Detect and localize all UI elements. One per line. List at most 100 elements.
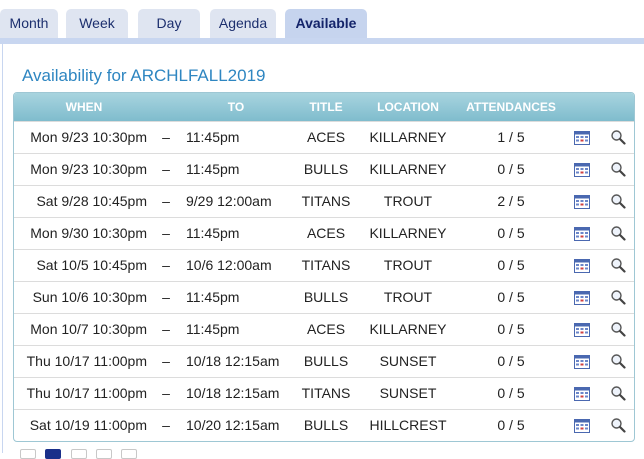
magnifier-icon[interactable]	[610, 289, 626, 305]
magnifier-icon[interactable]	[610, 417, 626, 433]
table-row[interactable]: Thu 10/17 11:00pm –10/18 12:15am TITANS SUN…	[14, 377, 634, 409]
title-cell: TITANS	[301, 257, 351, 273]
to-cell: 10/18 12:15am	[186, 385, 280, 401]
when-cell: Thu 10/17 11:00pm	[26, 353, 147, 369]
table-row[interactable]: Mon 9/23 10:30pm –11:45pm ACES KILLARNEY 1 /…	[14, 121, 634, 153]
dash-cell: –	[162, 353, 170, 369]
attendances-cell: 0 / 5	[497, 161, 525, 177]
when-cell: Sat 10/19 11:00pm	[29, 417, 147, 433]
dash-cell: –	[162, 161, 170, 177]
attendances-cell: 2 / 5	[497, 193, 525, 209]
location-cell: KILLARNEY	[369, 225, 447, 241]
page-next-button[interactable]	[121, 449, 137, 459]
attendances-cell: 0 / 5	[497, 321, 525, 337]
tab-day[interactable]: Day	[138, 9, 200, 39]
location-cell: SUNSET	[379, 353, 437, 369]
magnifier-icon[interactable]	[610, 257, 626, 273]
table-row[interactable]: Thu 10/17 11:00pm –10/18 12:15am BULLS SUNS…	[14, 345, 634, 377]
attendances-cell: 0 / 5	[497, 225, 525, 241]
table-row[interactable]: Sat 10/19 11:00pm –10/20 12:15am BULLS HILL…	[14, 409, 634, 441]
to-cell: 10/6 12:00am	[186, 257, 272, 273]
when-cell: Mon 9/23 10:30pm	[30, 161, 147, 177]
attendances-cell: 0 / 5	[497, 417, 525, 433]
table-row[interactable]: Mon 10/7 10:30pm –11:45pm ACES KILLARNEY 0 /…	[14, 313, 634, 345]
to-cell: 11:45pm	[186, 225, 240, 241]
when-cell: Sun 10/6 10:30pm	[32, 289, 147, 305]
when-cell: Thu 10/17 11:00pm	[26, 385, 147, 401]
page-2-button[interactable]	[71, 449, 87, 459]
availability-table: WHEN TO TITLE LOCATION ATTENDANCES Mon 9…	[13, 92, 635, 442]
table-row[interactable]: Mon 9/30 10:30pm –11:45pm ACES KILLARNEY 0 /…	[14, 217, 634, 249]
magnifier-icon[interactable]	[610, 193, 626, 209]
magnifier-icon[interactable]	[610, 129, 626, 145]
title-cell: ACES	[306, 129, 346, 145]
pagination	[0, 446, 644, 459]
attendances-cell: 0 / 5	[497, 257, 525, 273]
dash-cell: –	[162, 385, 170, 401]
when-cell: Sat 10/5 10:45pm	[36, 257, 147, 273]
column-when[interactable]: WHEN	[65, 100, 103, 114]
magnifier-icon[interactable]	[610, 321, 626, 337]
calendar-icon[interactable]	[574, 131, 590, 145]
when-cell: Mon 10/7 10:30pm	[30, 321, 147, 337]
attendances-cell: 0 / 5	[497, 353, 525, 369]
table-row[interactable]: Sun 10/6 10:30pm –11:45pm BULLS TROUT 0 / 5	[14, 281, 634, 313]
magnifier-icon[interactable]	[610, 353, 626, 369]
magnifier-icon[interactable]	[610, 161, 626, 177]
to-cell: 11:45pm	[186, 161, 240, 177]
tab-agenda[interactable]: Agenda	[210, 9, 276, 39]
table-row[interactable]: Sat 10/5 10:45pm –10/6 12:00am TITANS TROUT…	[14, 249, 634, 281]
location-cell: TROUT	[383, 289, 433, 305]
page-1-button[interactable]	[45, 449, 61, 459]
calendar-icon[interactable]	[574, 387, 590, 401]
calendar-icon[interactable]	[574, 355, 590, 369]
attendances-cell: 0 / 5	[497, 385, 525, 401]
to-cell: 11:45pm	[186, 289, 240, 305]
dash-cell: –	[162, 417, 170, 433]
title-cell: BULLS	[303, 353, 349, 369]
column-to[interactable]: TO	[227, 100, 245, 114]
column-attendances[interactable]: ATTENDANCES	[466, 100, 556, 114]
to-cell: 9/29 12:00am	[186, 193, 272, 209]
title-cell: BULLS	[303, 161, 349, 177]
to-cell: 11:45pm	[186, 321, 240, 337]
title-cell: TITANS	[301, 193, 351, 209]
column-location[interactable]: LOCATION	[377, 100, 439, 114]
attendances-cell: 0 / 5	[497, 289, 525, 305]
magnifier-icon[interactable]	[610, 385, 626, 401]
page-prev-button[interactable]	[20, 449, 36, 459]
calendar-icon[interactable]	[574, 163, 590, 177]
magnifier-icon[interactable]	[610, 225, 626, 241]
to-cell: 10/20 12:15am	[186, 417, 280, 433]
tab-bar: Month Week Day Agenda Available	[0, 0, 644, 44]
calendar-icon[interactable]	[574, 195, 590, 209]
calendar-icon[interactable]	[574, 259, 590, 273]
page-3-button[interactable]	[96, 449, 112, 459]
title-cell: ACES	[306, 225, 346, 241]
location-cell: KILLARNEY	[369, 161, 447, 177]
column-title[interactable]: TITLE	[309, 100, 343, 114]
calendar-icon[interactable]	[574, 227, 590, 241]
when-cell: Mon 9/30 10:30pm	[30, 225, 147, 241]
title-cell: BULLS	[303, 289, 349, 305]
title-cell: BULLS	[303, 417, 349, 433]
when-cell: Sat 9/28 10:45pm	[36, 193, 147, 209]
table-row[interactable]: Sat 9/28 10:45pm –9/29 12:00am TITANS TROUT…	[14, 185, 634, 217]
location-cell: SUNSET	[379, 385, 437, 401]
when-cell: Mon 9/23 10:30pm	[30, 129, 147, 145]
calendar-icon[interactable]	[574, 291, 590, 305]
page-title: Availability for ARCHLFALL2019	[22, 66, 266, 85]
calendar-icon[interactable]	[574, 419, 590, 433]
table-row[interactable]: Mon 9/23 10:30pm –11:45pm BULLS KILLARNEY 0 …	[14, 153, 634, 185]
tab-strip	[0, 38, 644, 44]
dash-cell: –	[162, 321, 170, 337]
dash-cell: –	[162, 289, 170, 305]
tab-available[interactable]: Available	[285, 9, 367, 39]
location-cell: HILLCREST	[369, 417, 447, 433]
location-cell: KILLARNEY	[369, 129, 447, 145]
location-cell: KILLARNEY	[369, 321, 447, 337]
tab-month[interactable]: Month	[0, 9, 58, 39]
calendar-icon[interactable]	[574, 323, 590, 337]
tab-week[interactable]: Week	[66, 9, 128, 39]
title-cell: ACES	[306, 321, 346, 337]
